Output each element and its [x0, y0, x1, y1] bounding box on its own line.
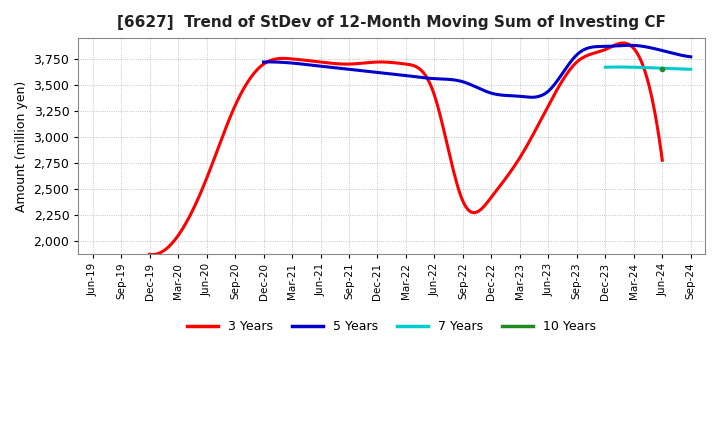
- 3 Years: [147, 252, 156, 257]
- 7 Years: [652, 66, 660, 71]
- 7 Years: [673, 66, 682, 72]
- Legend: 3 Years, 5 Years, 7 Years, 10 Years: 3 Years, 5 Years, 7 Years, 10 Years: [182, 315, 601, 338]
- Y-axis label: Amount (million yen): Amount (million yen): [15, 81, 28, 212]
- 5 Years: [521, 94, 529, 99]
- 3 Years: [149, 252, 158, 257]
- 5 Years: [512, 93, 521, 99]
- 7 Years: [614, 64, 623, 70]
- 5 Years: [261, 59, 269, 65]
- 3 Years: [145, 252, 154, 257]
- 5 Years: [686, 54, 695, 59]
- Line: 3 Years: 3 Years: [150, 43, 662, 254]
- 5 Years: [513, 93, 522, 99]
- 7 Years: [601, 65, 610, 70]
- 3 Years: [461, 203, 469, 208]
- 3 Years: [612, 42, 621, 47]
- 7 Years: [686, 66, 695, 72]
- 5 Years: [649, 46, 658, 51]
- 7 Years: [652, 66, 661, 71]
- 3 Years: [451, 173, 459, 179]
- Line: 7 Years: 7 Years: [606, 67, 690, 69]
- Title: [6627]  Trend of StDev of 12-Month Moving Sum of Investing CF: [6627] Trend of StDev of 12-Month Moving…: [117, 15, 666, 30]
- Line: 5 Years: 5 Years: [264, 45, 690, 97]
- 7 Years: [679, 66, 688, 72]
- 7 Years: [601, 65, 610, 70]
- 3 Years: [579, 55, 588, 60]
- 5 Years: [621, 43, 629, 48]
- 3 Years: [658, 158, 667, 163]
- 3 Years: [618, 40, 627, 46]
- 5 Years: [528, 95, 536, 100]
- 5 Years: [625, 43, 634, 48]
- 3 Years: [452, 180, 461, 185]
- 5 Years: [259, 59, 268, 65]
- 7 Years: [654, 66, 662, 71]
